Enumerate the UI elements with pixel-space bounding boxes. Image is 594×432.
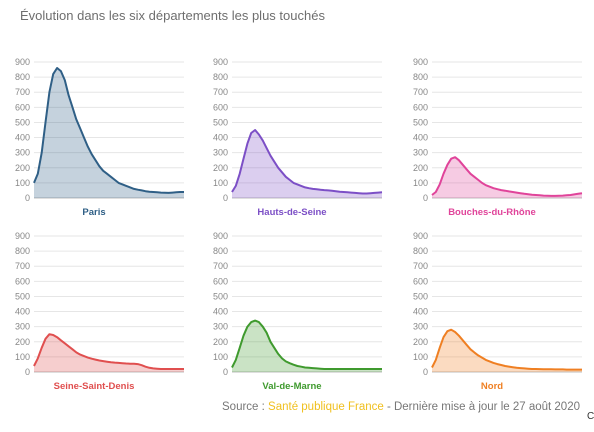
chart-3: 0 100 200 300 400 500 600 700 800 900 Seine-Saint-… <box>15 231 184 392</box>
y-tick-label: 300 <box>213 148 228 158</box>
y-tick-label: 300 <box>15 322 30 332</box>
y-tick-label: 300 <box>413 148 428 158</box>
y-tick-label: 0 <box>25 367 30 377</box>
y-tick-label: 0 <box>423 193 428 203</box>
source-link[interactable]: Santé publique France <box>268 401 384 413</box>
y-tick-label: 300 <box>213 322 228 332</box>
y-tick-label: 800 <box>413 72 428 82</box>
y-tick-label: 900 <box>413 57 428 67</box>
y-tick-label: 600 <box>15 276 30 286</box>
y-tick-label: 500 <box>15 291 30 301</box>
y-tick-label: 700 <box>413 87 428 97</box>
y-tick-label: 0 <box>423 367 428 377</box>
series-area <box>232 130 382 198</box>
series-label: Paris <box>82 207 105 218</box>
y-tick-label: 600 <box>413 102 428 112</box>
series-line <box>431 156 583 197</box>
series-label: Nord <box>481 381 503 392</box>
y-tick-label: 500 <box>15 117 30 127</box>
y-tick-label: 900 <box>15 57 30 67</box>
y-tick-label: 300 <box>413 322 428 332</box>
y-tick-label: 200 <box>213 163 228 173</box>
y-tick-label: 700 <box>15 87 30 97</box>
y-tick-label: 100 <box>413 178 428 188</box>
y-tick-label: 400 <box>213 307 228 317</box>
y-tick-label: 200 <box>213 337 228 347</box>
chart-5: 0 100 200 300 400 500 600 700 800 900 Nord <box>413 231 582 392</box>
y-tick-label: 800 <box>15 72 30 82</box>
y-tick-label: 600 <box>413 276 428 286</box>
y-tick-label: 300 <box>15 148 30 158</box>
series-area <box>432 157 582 198</box>
y-tick-label: 400 <box>213 133 228 143</box>
y-tick-label: 800 <box>15 246 30 256</box>
y-tick-label: 200 <box>15 163 30 173</box>
y-tick-label: 500 <box>213 291 228 301</box>
y-tick-label: 100 <box>213 352 228 362</box>
series-label: Bouches-du-Rhône <box>448 207 536 218</box>
y-tick-label: 400 <box>413 133 428 143</box>
y-tick-label: 500 <box>413 117 428 127</box>
series-line <box>33 67 184 194</box>
source-line: Source : Santé publique France - Dernièr… <box>222 401 580 413</box>
y-tick-label: 200 <box>15 337 30 347</box>
series-label: Seine-Saint-Denis <box>54 381 135 392</box>
y-tick-label: 400 <box>413 307 428 317</box>
y-tick-label: 800 <box>413 246 428 256</box>
y-tick-label: 900 <box>213 57 228 67</box>
series-area <box>232 320 382 372</box>
y-tick-label: 200 <box>413 337 428 347</box>
y-tick-label: 200 <box>413 163 428 173</box>
chart-4: 0 100 200 300 400 500 600 700 800 900 Val-de-Marne <box>213 231 382 392</box>
y-tick-label: 900 <box>15 231 30 241</box>
y-tick-label: 700 <box>413 261 428 271</box>
y-tick-label: 0 <box>223 193 228 203</box>
y-tick-label: 100 <box>213 178 228 188</box>
y-tick-label: 400 <box>15 133 30 143</box>
source-prefix: Source : <box>222 401 269 413</box>
y-tick-label: 700 <box>213 87 228 97</box>
y-tick-label: 0 <box>223 367 228 377</box>
y-tick-label: 800 <box>213 246 228 256</box>
series-area <box>34 334 184 372</box>
y-tick-label: 100 <box>413 352 428 362</box>
chart-0: 0 100 200 300 400 500 600 700 800 900 Paris <box>15 57 184 218</box>
y-tick-label: 800 <box>213 72 228 82</box>
series-line <box>231 129 383 195</box>
y-tick-label: 600 <box>213 102 228 112</box>
series-label: Val-de-Marne <box>262 381 321 392</box>
series-label: Hauts-de-Seine <box>257 207 326 218</box>
y-tick-label: 400 <box>15 307 30 317</box>
y-tick-label: 700 <box>213 261 228 271</box>
series-line <box>231 319 382 370</box>
y-tick-label: 900 <box>213 231 228 241</box>
source-suffix: - Dernière mise à jour le 27 août 2020 <box>383 401 580 413</box>
y-tick-label: 100 <box>15 352 30 362</box>
y-tick-label: 500 <box>413 291 428 301</box>
y-tick-label: 500 <box>213 117 228 127</box>
y-tick-label: 600 <box>213 276 228 286</box>
chart-title: Évolution dans les six départements les … <box>20 8 325 23</box>
chart-2: 0 100 200 300 400 500 600 700 800 900 Bouches-du-R… <box>413 57 583 218</box>
series-area <box>432 329 582 372</box>
series-line <box>33 333 184 370</box>
y-tick-label: 0 <box>25 193 30 203</box>
chart-1: 0 100 200 300 400 500 600 700 800 900 Hauts-de-Sei… <box>213 57 383 218</box>
y-tick-label: 100 <box>15 178 30 188</box>
y-tick-label: 900 <box>413 231 428 241</box>
y-tick-label: 700 <box>15 261 30 271</box>
series-area <box>34 68 184 198</box>
series-line <box>431 328 582 371</box>
corner-mark: C <box>587 411 594 422</box>
y-tick-label: 600 <box>15 102 30 112</box>
